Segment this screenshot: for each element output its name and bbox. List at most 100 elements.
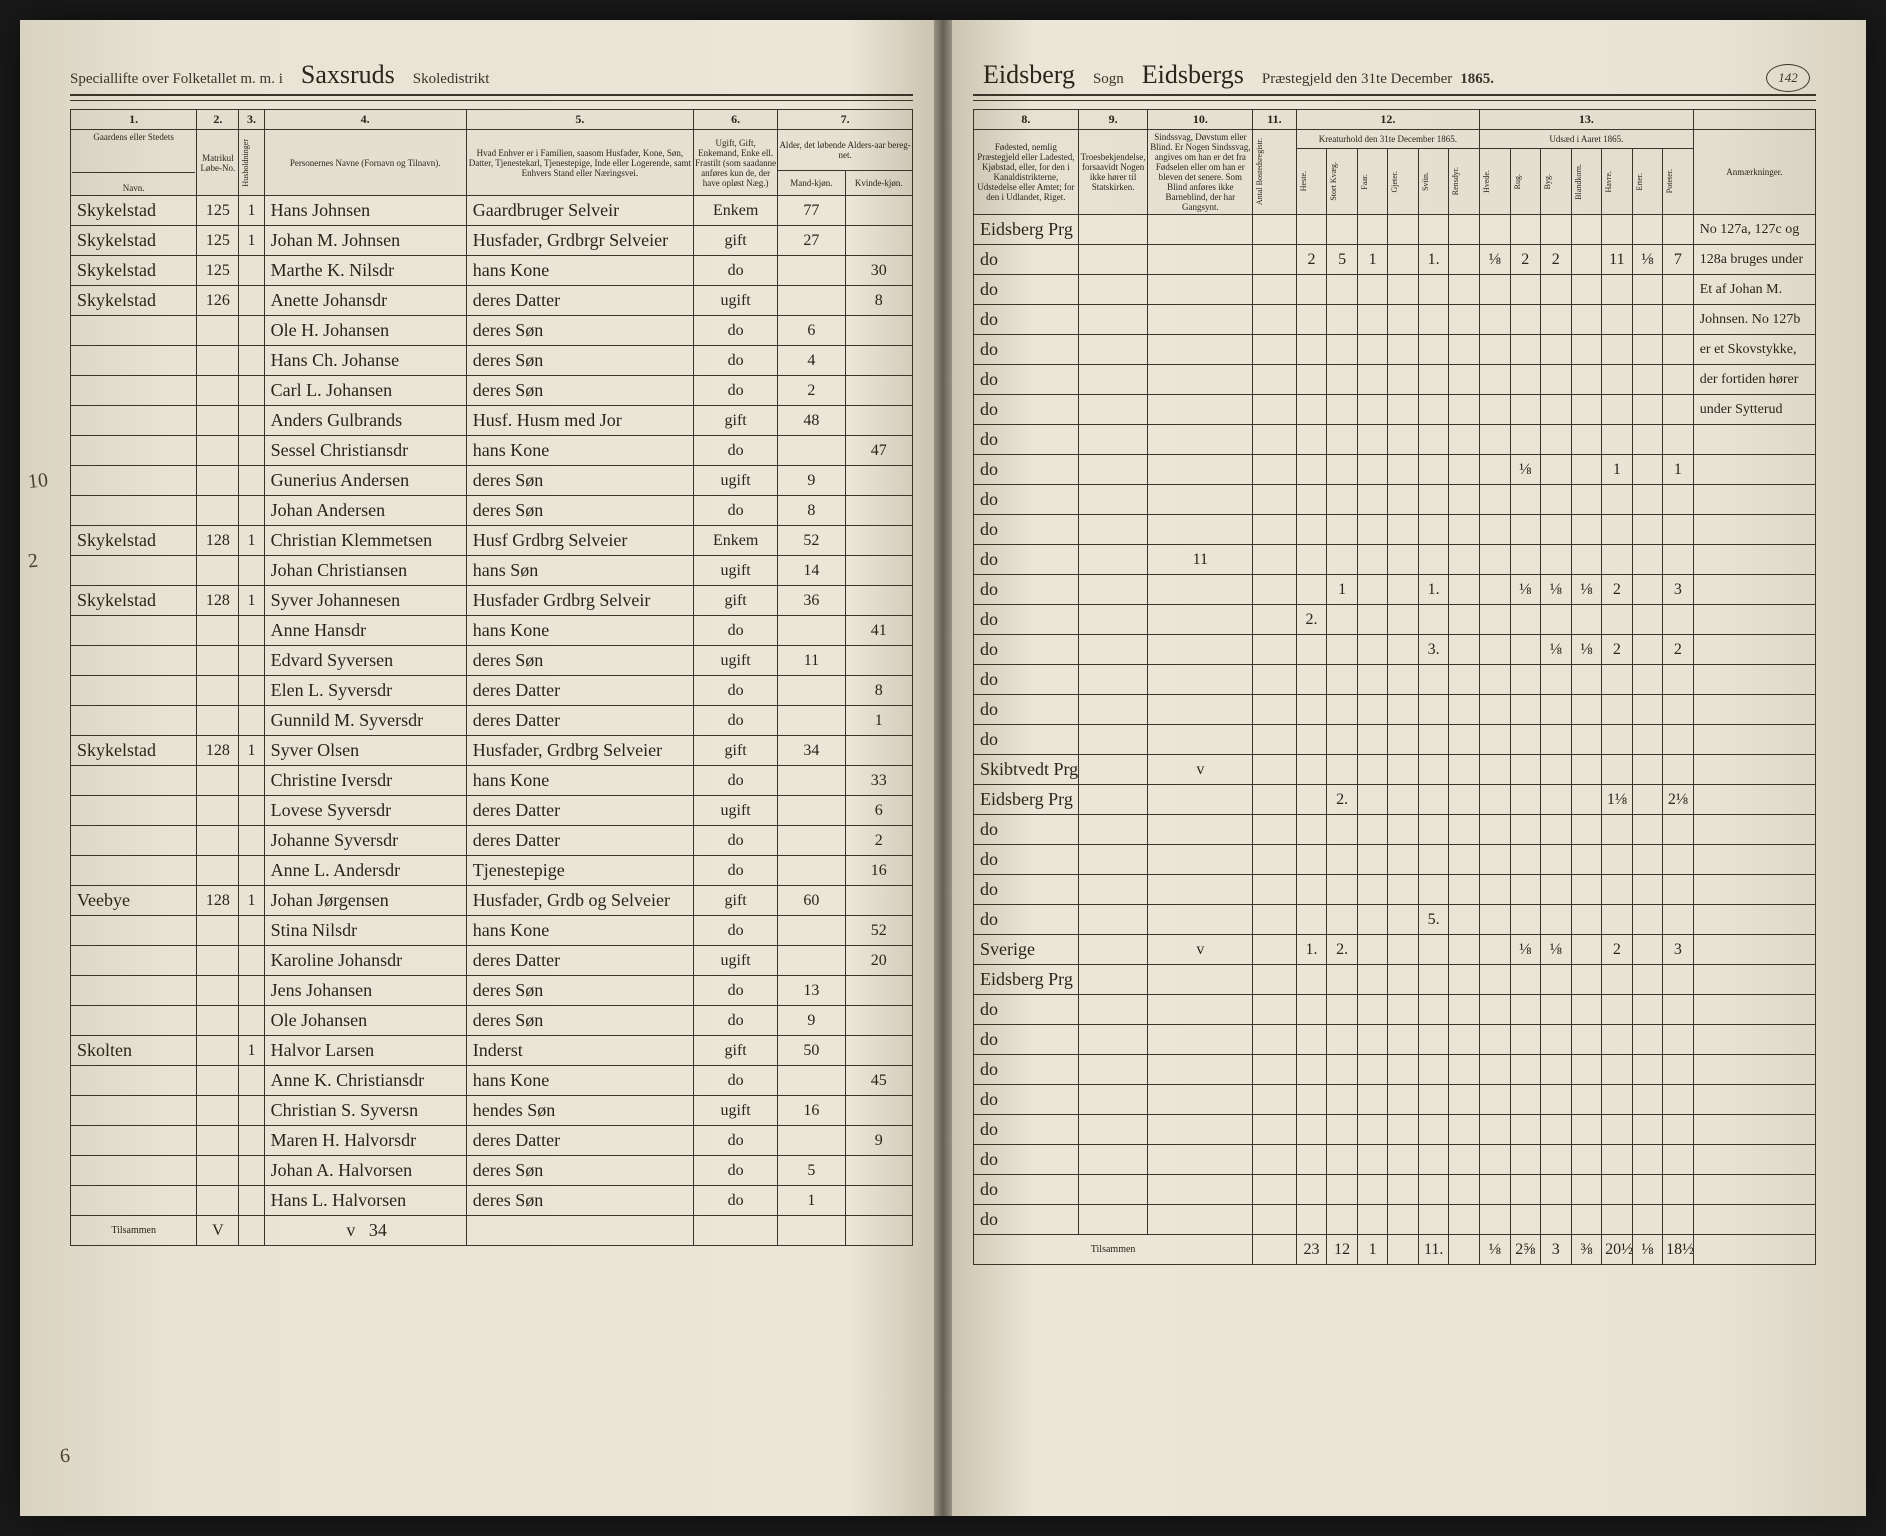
total: 23 xyxy=(1296,1235,1327,1265)
seed-cell xyxy=(1632,305,1663,335)
stat-cell: ugift xyxy=(694,1096,778,1126)
stat-cell: do xyxy=(694,856,778,886)
stat-cell: do xyxy=(694,976,778,1006)
livestock-cell xyxy=(1388,665,1419,695)
seed-cell xyxy=(1479,305,1510,335)
seed-cell xyxy=(1571,995,1602,1025)
total: 11. xyxy=(1418,1235,1449,1265)
faith-cell xyxy=(1078,365,1148,395)
seed-cell xyxy=(1479,1115,1510,1145)
seed-cell xyxy=(1663,1205,1694,1235)
livestock-cell xyxy=(1449,635,1480,665)
mnr-cell: 126 xyxy=(197,286,239,316)
faith-cell xyxy=(1078,245,1148,275)
livestock-cell xyxy=(1327,215,1358,245)
livestock-cell xyxy=(1357,1055,1388,1085)
cond-cell xyxy=(1148,1175,1253,1205)
note-cell xyxy=(1693,635,1815,665)
table-row: Eidsberg PrgNo 127a, 127c og xyxy=(974,215,1816,245)
hh-cell xyxy=(239,976,264,1006)
mnr-cell xyxy=(197,406,239,436)
seed-cell: ⅛ xyxy=(1479,245,1510,275)
livestock-cell xyxy=(1327,995,1358,1025)
hdr-seed-sub: Erter. xyxy=(1632,149,1663,215)
age-f-cell xyxy=(845,1036,912,1066)
age-m-cell: 2 xyxy=(778,376,845,406)
livestock-cell xyxy=(1388,455,1419,485)
hh-cell: 1 xyxy=(239,196,264,226)
hh-cell: 1 xyxy=(239,886,264,916)
table-row: Hans Ch. Johansederes Søndo4 xyxy=(71,346,913,376)
livestock-cell xyxy=(1327,695,1358,725)
livestock-cell: 1 xyxy=(1327,575,1358,605)
faith-cell xyxy=(1078,845,1148,875)
col-num: 3. xyxy=(239,110,264,130)
livestock-cell xyxy=(1449,665,1480,695)
livestock-cell xyxy=(1296,755,1327,785)
seed-cell xyxy=(1571,365,1602,395)
hh-cell xyxy=(239,856,264,886)
seed-cell xyxy=(1541,305,1572,335)
faith-cell xyxy=(1078,1055,1148,1085)
hh-cell xyxy=(239,256,264,286)
seed-cell: ⅛ xyxy=(1571,635,1602,665)
faith-cell xyxy=(1078,545,1148,575)
table-row: do5. xyxy=(974,905,1816,935)
stat-cell: gift xyxy=(694,1036,778,1066)
total xyxy=(1449,1235,1480,1265)
livestock-cell xyxy=(1296,875,1327,905)
seed-cell xyxy=(1510,395,1541,425)
livestock-cell xyxy=(1357,635,1388,665)
seed-cell xyxy=(1541,785,1572,815)
rel-cell: Husfader, Grdbrgr Selveier xyxy=(466,226,693,256)
seed-cell xyxy=(1663,335,1694,365)
footer-row: Tilsammen 23 12 1 11. ⅛ 2⅝ 3 ⅜ 20½ ⅛ 18½ xyxy=(974,1235,1816,1265)
birth-cell: do xyxy=(974,1115,1079,1145)
seed-cell xyxy=(1663,905,1694,935)
rel-cell: hans Kone xyxy=(466,616,693,646)
seed-cell xyxy=(1663,725,1694,755)
seed-cell: 3 xyxy=(1663,935,1694,965)
rel-cell: Husf. Husm med Jor xyxy=(466,406,693,436)
stat-cell: do xyxy=(694,256,778,286)
note-cell xyxy=(1693,1205,1815,1235)
age-f-cell xyxy=(845,406,912,436)
age-f-cell: 9 xyxy=(845,1126,912,1156)
seed-cell xyxy=(1663,845,1694,875)
livestock-cell xyxy=(1418,845,1449,875)
age-f-cell: 16 xyxy=(845,856,912,886)
table-row: Johanne Syversdrderes Datterdo2 xyxy=(71,826,913,856)
hh-cell xyxy=(239,1126,264,1156)
hdr-text: Navn. xyxy=(72,172,195,193)
seed-cell xyxy=(1663,1175,1694,1205)
seed-cell xyxy=(1602,875,1633,905)
seed-cell xyxy=(1602,395,1633,425)
seed-cell: 11 xyxy=(1602,245,1633,275)
livestock-cell xyxy=(1357,905,1388,935)
seed-cell xyxy=(1632,875,1663,905)
birth-cell: Skibtvedt Prg xyxy=(974,755,1079,785)
seed-cell xyxy=(1632,395,1663,425)
name-cell: Maren H. Halvorsdr xyxy=(264,1126,466,1156)
seed-cell xyxy=(1663,485,1694,515)
stat-cell: Enkem xyxy=(694,196,778,226)
cond-cell: v xyxy=(1148,935,1253,965)
faith-cell xyxy=(1078,1115,1148,1145)
seed-cell xyxy=(1663,545,1694,575)
seed-cell xyxy=(1479,575,1510,605)
livestock-cell xyxy=(1449,935,1480,965)
faith-cell xyxy=(1078,905,1148,935)
birth-cell: do xyxy=(974,995,1079,1025)
name-cell: Lovese Syversdr xyxy=(264,796,466,826)
seed-cell xyxy=(1510,545,1541,575)
farm-cell xyxy=(71,1096,197,1126)
stat-cell: do xyxy=(694,436,778,466)
livestock-cell xyxy=(1296,455,1327,485)
note-cell: er et Skovstykke, xyxy=(1693,335,1815,365)
hh-cell xyxy=(239,676,264,706)
seed-cell xyxy=(1510,275,1541,305)
cond-cell xyxy=(1148,395,1253,425)
age-m-cell xyxy=(778,1066,845,1096)
farm-cell: Skykelstad xyxy=(71,286,197,316)
livestock-cell xyxy=(1357,1205,1388,1235)
